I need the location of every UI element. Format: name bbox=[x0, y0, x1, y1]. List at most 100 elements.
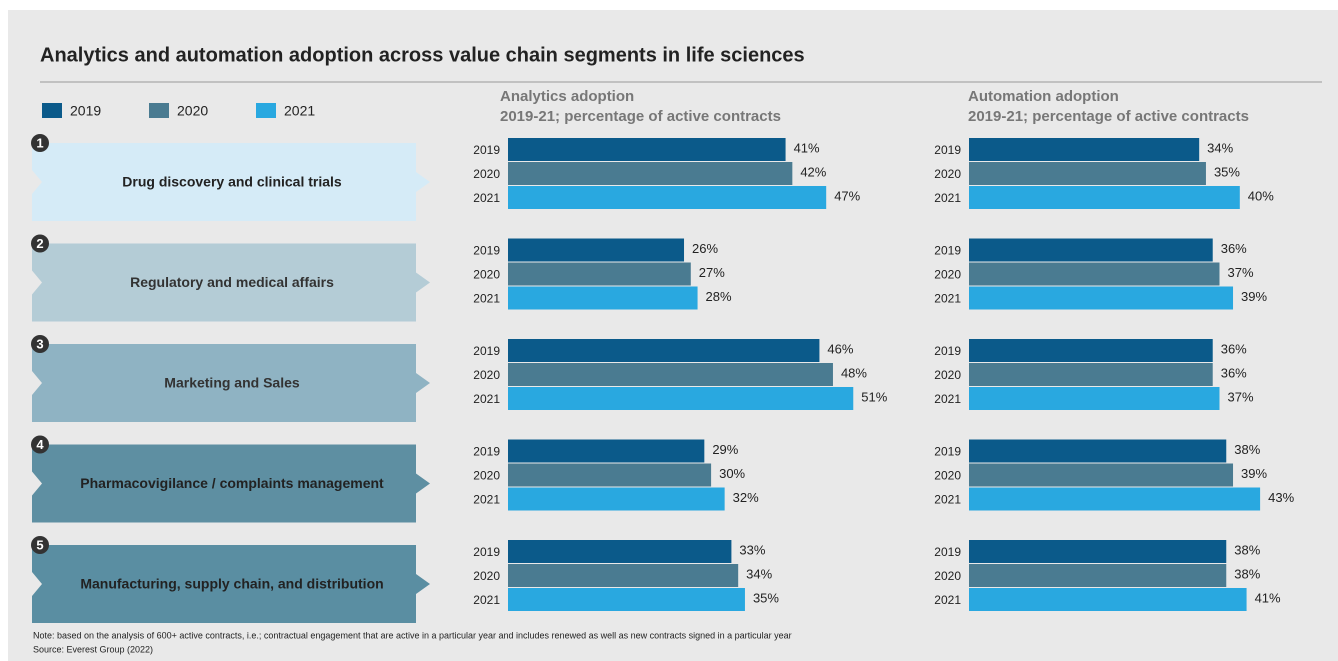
segment-number: 1 bbox=[36, 135, 43, 150]
row-year-label: 2021 bbox=[473, 292, 500, 306]
value-label: 46% bbox=[827, 341, 853, 356]
value-label: 41% bbox=[1255, 590, 1281, 605]
segment-label: Drug discovery and clinical trials bbox=[122, 174, 342, 190]
legend-label: 2020 bbox=[177, 103, 208, 119]
bar bbox=[508, 186, 827, 209]
value-label: 43% bbox=[1268, 490, 1294, 505]
row-year-label: 2020 bbox=[473, 469, 500, 483]
value-label: 38% bbox=[1234, 542, 1260, 557]
segment-box bbox=[32, 243, 430, 322]
chart-title: Analytics adoption bbox=[500, 88, 634, 105]
note: Note: based on the analysis of 600+ acti… bbox=[33, 630, 792, 640]
segment-badge bbox=[31, 435, 49, 454]
value-label: 37% bbox=[1227, 265, 1253, 280]
legend-label: 2021 bbox=[284, 103, 315, 119]
value-label: 36% bbox=[1221, 365, 1247, 380]
row-year-label: 2019 bbox=[934, 143, 961, 157]
row-year-label: 2020 bbox=[473, 268, 500, 282]
row-year-label: 2020 bbox=[934, 569, 961, 583]
chart-subtitle: 2019-21; percentage of active contracts bbox=[968, 108, 1249, 125]
bar bbox=[969, 363, 1213, 386]
value-label: 34% bbox=[746, 566, 772, 581]
bar bbox=[508, 339, 820, 362]
title: Analytics and automation adoption across… bbox=[40, 44, 805, 66]
row-year-label: 2021 bbox=[473, 493, 500, 507]
bar bbox=[969, 487, 1261, 511]
row-year-label: 2020 bbox=[473, 167, 500, 181]
legend-swatch bbox=[42, 103, 62, 118]
segment-label: Marketing and Sales bbox=[164, 375, 300, 391]
value-label: 29% bbox=[712, 442, 738, 457]
bar bbox=[969, 262, 1220, 286]
row-year-label: 2019 bbox=[473, 143, 500, 157]
row-year-label: 2020 bbox=[473, 569, 500, 583]
row-year-label: 2020 bbox=[934, 368, 961, 382]
row-year-label: 2020 bbox=[934, 469, 961, 483]
bar bbox=[969, 564, 1227, 587]
value-label: 27% bbox=[699, 265, 725, 280]
segment-box bbox=[32, 545, 430, 623]
segment-box bbox=[32, 143, 430, 221]
segment-label: Pharmacovigilance / complaints managemen… bbox=[80, 475, 384, 491]
bar bbox=[508, 238, 685, 262]
value-label: 47% bbox=[834, 188, 860, 203]
bar bbox=[508, 387, 854, 410]
bar bbox=[508, 439, 705, 463]
row-year-label: 2019 bbox=[473, 545, 500, 559]
legend-swatch bbox=[149, 103, 169, 118]
value-label: 33% bbox=[739, 542, 765, 557]
segment-label: Regulatory and medical affairs bbox=[130, 274, 334, 290]
segment-box bbox=[32, 344, 430, 422]
bar bbox=[508, 487, 725, 511]
row-year-label: 2021 bbox=[934, 191, 961, 205]
source: Source: Everest Group (2022) bbox=[33, 644, 153, 654]
bar bbox=[508, 588, 745, 611]
value-label: 41% bbox=[794, 140, 820, 155]
bar bbox=[508, 138, 786, 161]
bar bbox=[508, 162, 793, 185]
bar bbox=[969, 162, 1206, 185]
segment-badge bbox=[31, 536, 49, 554]
segment-number: 2 bbox=[36, 236, 43, 251]
value-label: 26% bbox=[692, 241, 718, 256]
row-year-label: 2019 bbox=[473, 445, 500, 459]
bar bbox=[969, 387, 1220, 410]
row-year-label: 2019 bbox=[473, 244, 500, 258]
value-label: 39% bbox=[1241, 466, 1267, 481]
value-label: 48% bbox=[841, 365, 867, 380]
row-year-label: 2021 bbox=[934, 392, 961, 406]
value-label: 30% bbox=[719, 466, 745, 481]
row-year-label: 2019 bbox=[934, 244, 961, 258]
segment-box bbox=[32, 444, 430, 523]
bar bbox=[508, 540, 732, 563]
value-label: 38% bbox=[1234, 566, 1260, 581]
bar bbox=[508, 286, 698, 310]
bar bbox=[969, 439, 1227, 463]
segment-badge bbox=[31, 234, 49, 253]
row-year-label: 2021 bbox=[934, 493, 961, 507]
value-label: 36% bbox=[1221, 241, 1247, 256]
chart-title: Automation adoption bbox=[968, 88, 1119, 105]
row-year-label: 2020 bbox=[934, 167, 961, 181]
row-year-label: 2019 bbox=[934, 545, 961, 559]
value-label: 37% bbox=[1227, 389, 1253, 404]
segment-label: Manufacturing, supply chain, and distrib… bbox=[80, 576, 383, 592]
bar bbox=[969, 186, 1240, 209]
bar bbox=[508, 262, 691, 286]
value-label: 51% bbox=[861, 389, 887, 404]
bar bbox=[969, 339, 1213, 362]
row-year-label: 2021 bbox=[934, 593, 961, 607]
row-year-label: 2021 bbox=[473, 593, 500, 607]
row-year-label: 2019 bbox=[934, 344, 961, 358]
value-label: 38% bbox=[1234, 442, 1260, 457]
value-label: 36% bbox=[1221, 341, 1247, 356]
bar bbox=[508, 564, 739, 587]
value-label: 34% bbox=[1207, 140, 1233, 155]
value-label: 39% bbox=[1241, 289, 1267, 304]
value-label: 35% bbox=[1214, 164, 1240, 179]
value-label: 40% bbox=[1248, 188, 1274, 203]
bar bbox=[969, 463, 1234, 487]
segment-badge bbox=[31, 134, 49, 152]
row-year-label: 2021 bbox=[934, 292, 961, 306]
